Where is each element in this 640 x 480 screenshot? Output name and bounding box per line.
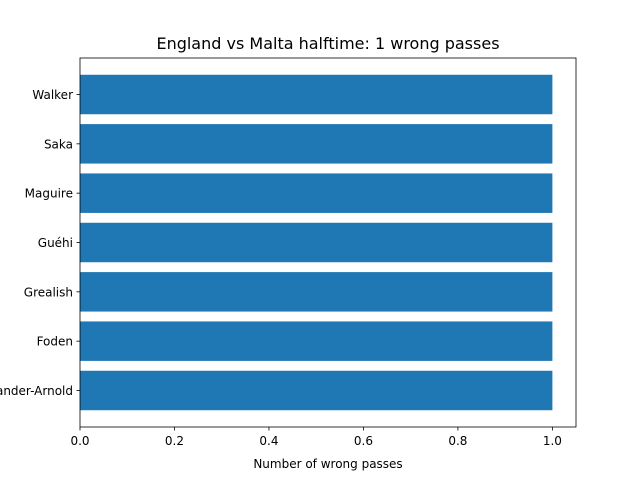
y-tick-label: Guéhi	[38, 236, 73, 250]
y-tick-label: Walker	[32, 88, 73, 102]
axes-spines	[79, 57, 577, 428]
bars-group	[80, 74, 553, 411]
x-tick-label: 0.8	[448, 434, 467, 448]
bar-4	[80, 222, 553, 263]
x-tick-label: 0.0	[70, 434, 89, 448]
y-tick-label: Grealish	[24, 285, 73, 299]
y-tick-label: Foden	[37, 335, 73, 349]
bar-2	[80, 124, 553, 164]
y-tick-label: Alexander-Arnold	[0, 384, 73, 398]
x-tick-label: 0.2	[165, 434, 184, 448]
x-tick-label: 1.0	[543, 434, 562, 448]
x-tick-label: 0.6	[354, 434, 373, 448]
bar-3	[80, 173, 553, 213]
bar-1	[80, 74, 553, 115]
axes-frame	[79, 57, 577, 428]
x-axis-label: Number of wrong passes	[253, 457, 402, 471]
y-tick-label: Maguire	[25, 187, 73, 201]
bar-7	[80, 370, 553, 411]
y-tick-label: Saka	[44, 137, 73, 151]
x-tick-label: 0.4	[259, 434, 278, 448]
y-axis-ticks: Walker Saka Maguire Guéhi Grealish Foden Alexa…	[0, 88, 80, 398]
chart-title: England vs Malta halftime: 1 wrong passe…	[156, 34, 499, 53]
bar-6	[80, 321, 553, 361]
bar-5	[80, 272, 553, 312]
x-axis-ticks: 0.0 0.2 0.4 0.6 0.8 1.0	[70, 427, 562, 448]
